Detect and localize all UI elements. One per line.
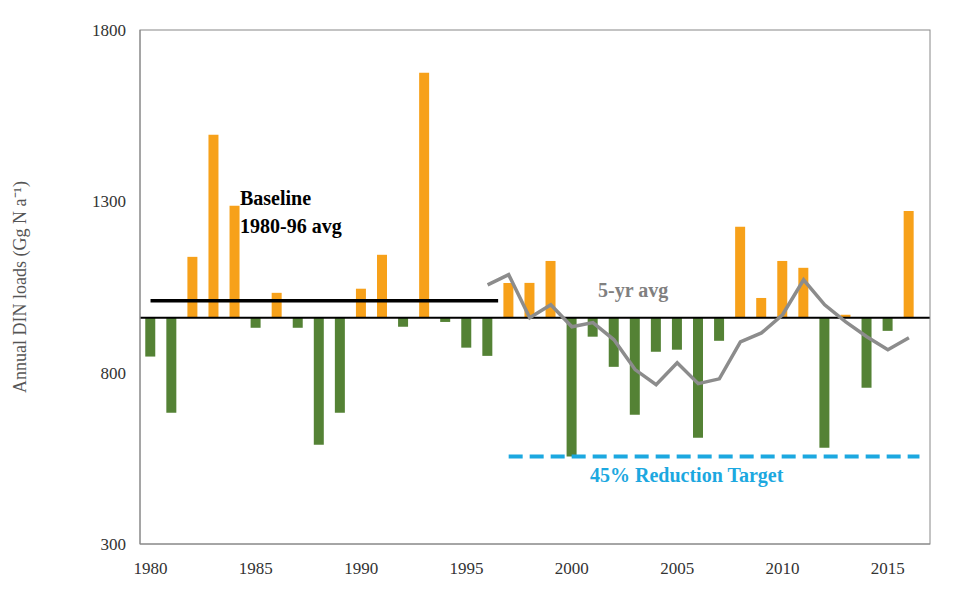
- svg-text:1995: 1995: [450, 559, 484, 578]
- svg-text:1985: 1985: [239, 559, 273, 578]
- svg-text:2000: 2000: [555, 559, 589, 578]
- svg-text:800: 800: [101, 364, 127, 383]
- svg-text:1300: 1300: [92, 192, 126, 211]
- svg-text:2010: 2010: [766, 559, 800, 578]
- svg-text:Annual DIN loads (Gg N a⁻¹): Annual DIN loads (Gg N a⁻¹): [10, 181, 31, 393]
- svg-text:2005: 2005: [660, 559, 694, 578]
- svg-text:Baseline1980-96 avg: Baseline1980-96 avg: [240, 187, 342, 238]
- svg-text:45% Reduction Target: 45% Reduction Target: [590, 464, 784, 487]
- svg-text:300: 300: [101, 535, 127, 554]
- svg-text:1800: 1800: [92, 21, 126, 40]
- svg-text:5-yr avg: 5-yr avg: [598, 279, 668, 302]
- svg-text:1980: 1980: [134, 559, 168, 578]
- svg-text:2015: 2015: [871, 559, 905, 578]
- svg-text:1990: 1990: [344, 559, 378, 578]
